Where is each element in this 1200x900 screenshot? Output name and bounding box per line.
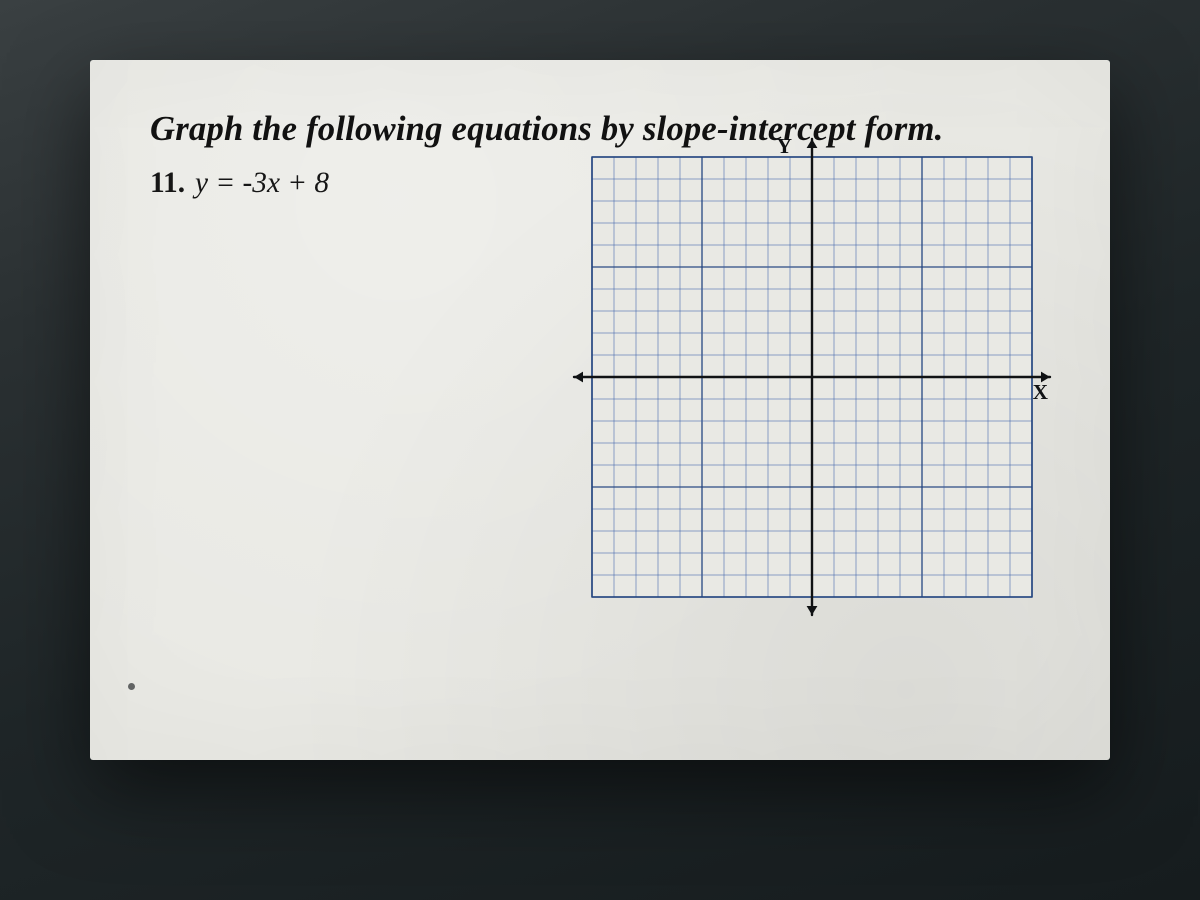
- photo-backdrop: Graph the following equations by slope-i…: [0, 0, 1200, 900]
- x-axis-label: X: [1033, 380, 1049, 404]
- problem-label: 11. y = -3x + 8: [150, 167, 329, 200]
- worksheet-page: Graph the following equations by slope-i…: [90, 60, 1110, 760]
- dust-speck: [128, 683, 135, 690]
- coordinate-grid-container: YX: [564, 129, 1060, 625]
- problem-number: 11.: [150, 167, 185, 200]
- coordinate-grid: YX: [564, 129, 1060, 625]
- y-axis-label: Y: [777, 134, 792, 158]
- problem-equation: y = -3x + 8: [195, 167, 329, 200]
- problem-row: 11. y = -3x + 8 YX: [150, 167, 1070, 625]
